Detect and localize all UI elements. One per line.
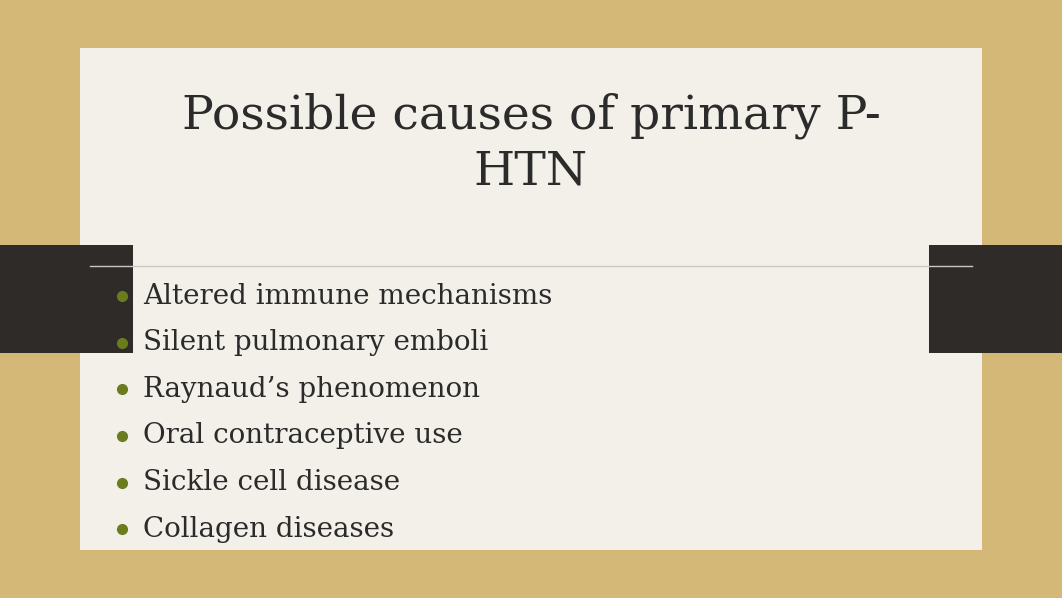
Text: Possible causes of primary P-
HTN: Possible causes of primary P- HTN — [182, 92, 880, 195]
FancyBboxPatch shape — [929, 245, 1062, 353]
FancyBboxPatch shape — [80, 48, 982, 550]
Text: Oral contraceptive use: Oral contraceptive use — [143, 422, 463, 450]
Text: Collagen diseases: Collagen diseases — [143, 515, 394, 543]
Text: Raynaud’s phenomenon: Raynaud’s phenomenon — [143, 376, 480, 403]
Text: Altered immune mechanisms: Altered immune mechanisms — [143, 282, 552, 310]
Text: Sickle cell disease: Sickle cell disease — [143, 469, 400, 496]
FancyBboxPatch shape — [0, 245, 133, 353]
Text: Silent pulmonary emboli: Silent pulmonary emboli — [143, 329, 489, 356]
